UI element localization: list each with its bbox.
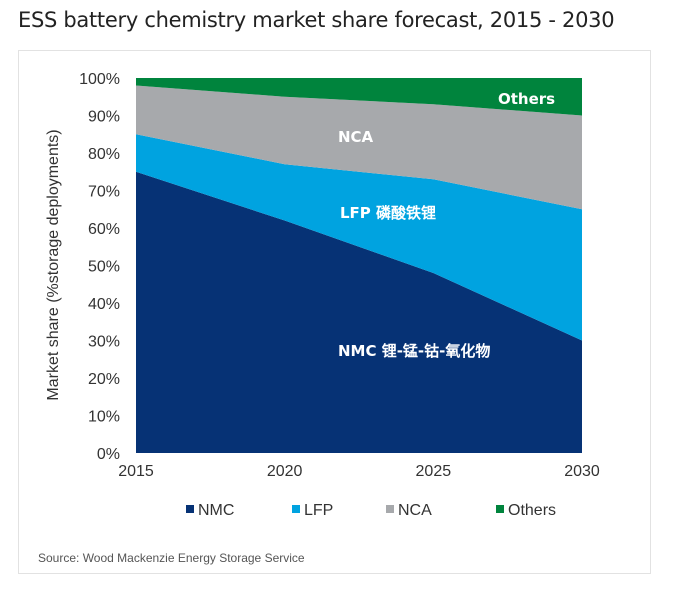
legend-label-nmc: NMC (198, 502, 234, 519)
area-label-nca: NCA (338, 128, 374, 146)
y-tick-label: 100% (79, 71, 120, 88)
page-title: ESS battery chemistry market share forec… (18, 8, 615, 32)
y-axis-label: Market share (%storage deployments) (45, 129, 62, 400)
x-tick-label: 2030 (564, 463, 600, 480)
y-tick-label: 50% (88, 259, 120, 276)
y-tick-label: 30% (88, 334, 120, 351)
legend-swatch-lfp (292, 505, 300, 513)
chart-card (18, 50, 651, 574)
area-lfp (136, 134, 582, 341)
y-tick-label: 10% (88, 409, 120, 426)
legend-swatch-nca (386, 505, 394, 513)
x-tick-label: 2025 (416, 463, 452, 480)
y-tick-label: 20% (88, 371, 120, 388)
legend-label-others: Others (508, 502, 556, 519)
area-nmc (136, 171, 582, 453)
x-tick-label: 2020 (267, 463, 303, 480)
x-tick-label: 2015 (118, 463, 154, 480)
legend-swatch-others (496, 505, 504, 513)
y-tick-label: 80% (88, 146, 120, 163)
y-tick-label: 90% (88, 109, 120, 126)
y-tick-label: 0% (97, 446, 120, 463)
area-label-lfp: LFP 磷酸铁锂 (340, 204, 436, 222)
legend-label-nca: NCA (398, 502, 432, 519)
area-others (136, 78, 582, 116)
area-nca (136, 85, 582, 210)
legend-swatch-nmc (186, 505, 194, 513)
y-tick-label: 40% (88, 296, 120, 313)
legend-label-lfp: LFP (304, 502, 333, 519)
y-tick-label: 60% (88, 221, 120, 238)
y-tick-label: 70% (88, 184, 120, 201)
chart-source: Source: Wood Mackenzie Energy Storage Se… (38, 551, 305, 565)
area-label-others: Others (498, 90, 555, 108)
area-label-nmc: NMC 锂-锰-钴-氧化物 (338, 342, 490, 360)
